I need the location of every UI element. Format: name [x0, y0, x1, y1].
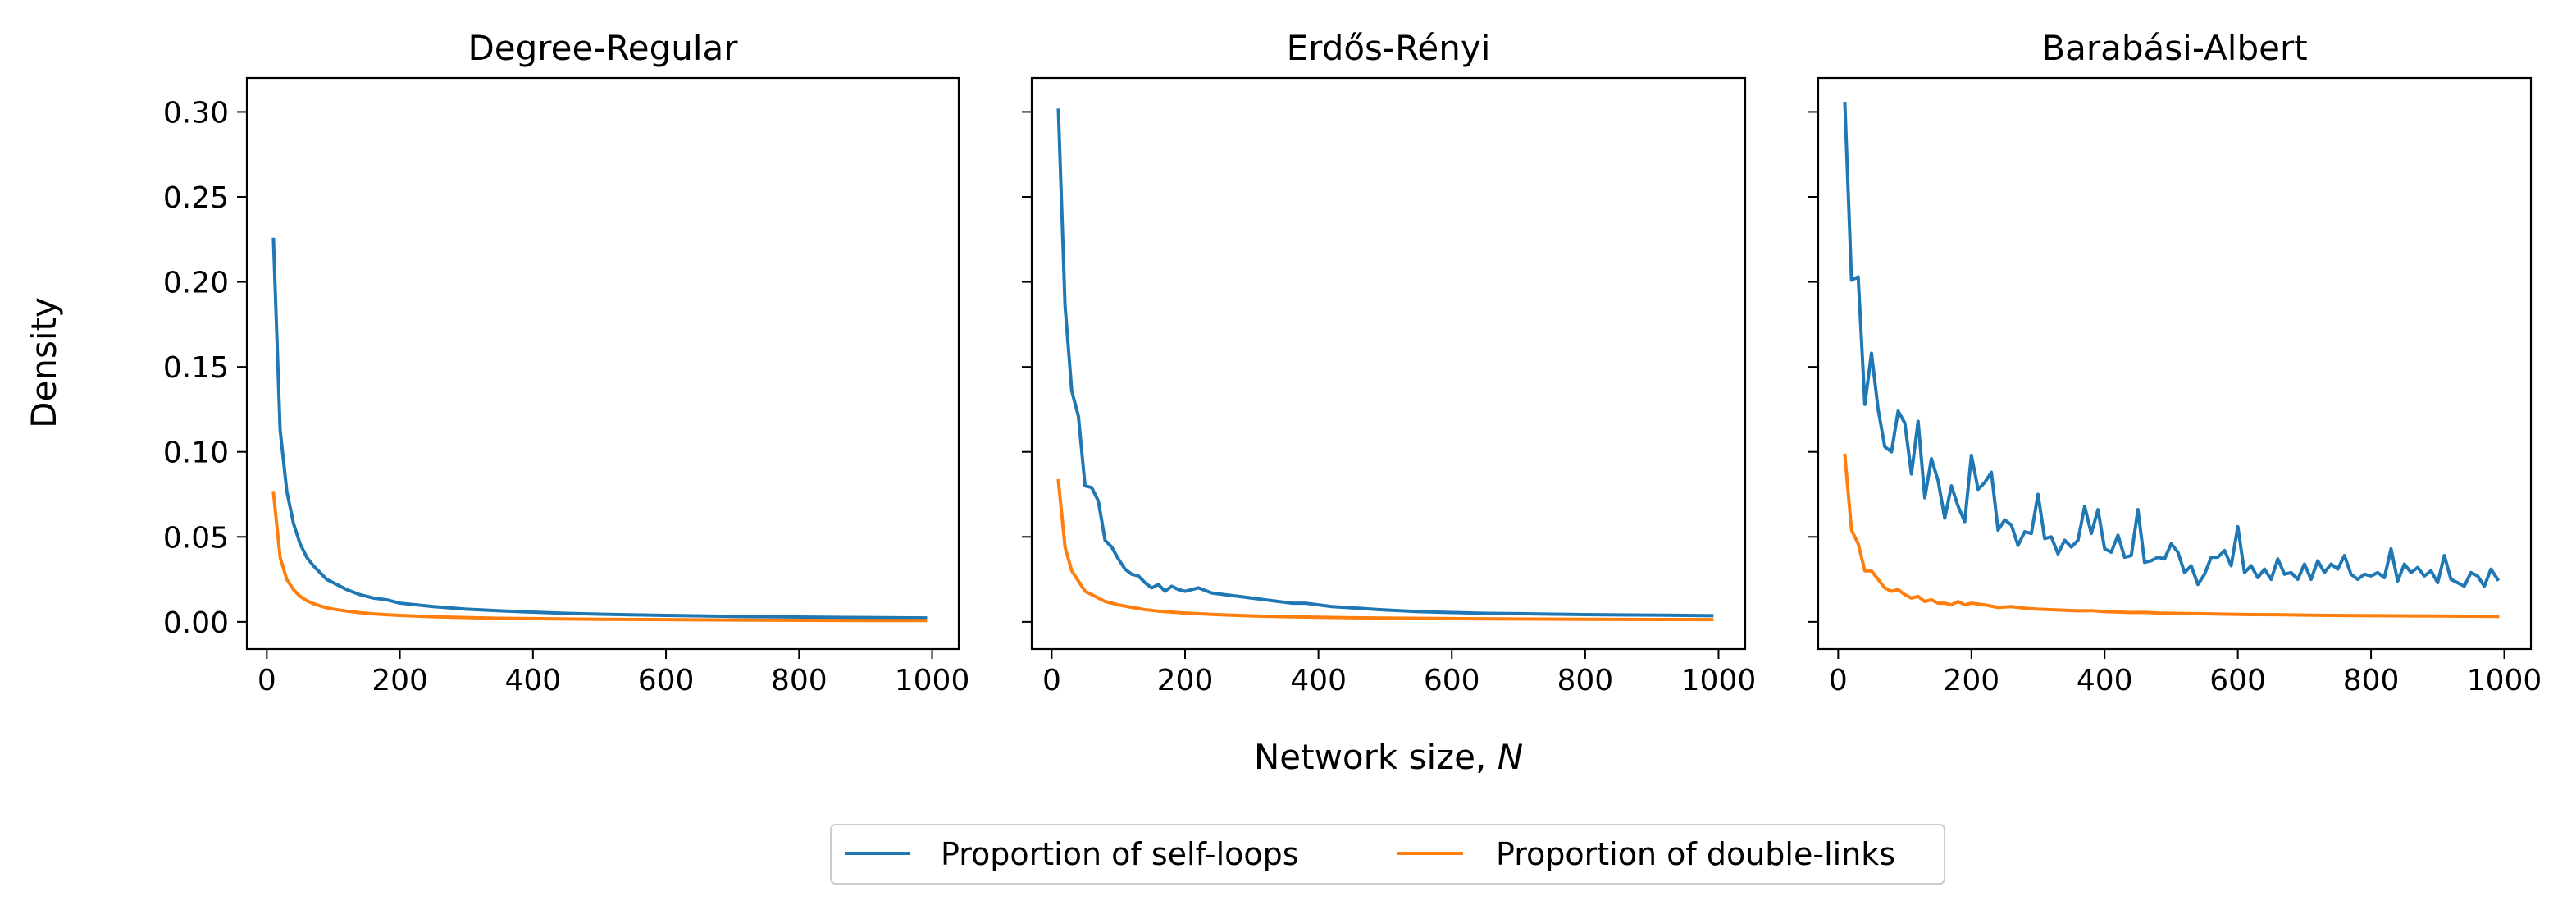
y-tick-label: 0.30: [163, 96, 229, 130]
x-tick-label: 200: [1943, 664, 1999, 697]
legend-label-double-links: Proportion of double-links: [1496, 836, 1895, 872]
panel-title: Degree-Regular: [467, 28, 738, 68]
x-tick-label: 200: [372, 664, 428, 697]
x-tick-label: 800: [771, 664, 828, 697]
series-line-double-links: [1056, 478, 1714, 622]
axes-frame: [1030, 76, 1747, 651]
y-tick-label: 0.05: [163, 521, 229, 555]
x-tick-label: 800: [2343, 664, 2400, 697]
panel-title: Erdős-Rényi: [1287, 28, 1491, 68]
series-line-double-links: [1843, 453, 2500, 619]
series-line-self-loops: [271, 237, 928, 620]
x-axis-label: Network size, N: [1254, 737, 1523, 777]
x-tick-label: 800: [1557, 664, 1614, 697]
panel-title: Barabási-Albert: [2041, 28, 2307, 68]
x-tick-label: 200: [1157, 664, 1214, 697]
x-axis-label-variable: N: [1498, 737, 1523, 777]
y-tick-label: 0.20: [163, 267, 229, 300]
legend-label-self-loops: Proportion of self-loops: [941, 836, 1299, 872]
panel-erdos-renyi: Erdős-Rényi 0 200 400 600 800 1000: [1022, 28, 1756, 697]
x-tick-label: 400: [504, 664, 561, 697]
series-line-self-loops: [1843, 101, 2501, 588]
x-tick-label: 1000: [895, 664, 970, 697]
x-tick-label: 400: [2077, 664, 2133, 697]
panels: Degree-Regular 0 200 400 600 800 1000 0.00 0.05 0…: [163, 28, 2542, 697]
x-tick-label: 0: [1829, 664, 1848, 697]
x-axis-label-text: Network size,: [1254, 737, 1498, 777]
series-line-double-links: [271, 491, 928, 623]
y-axis-label: Density: [24, 297, 64, 428]
legend-box: [830, 824, 1945, 885]
x-tick-label: 600: [2209, 664, 2266, 697]
y-tick-label: 0.25: [163, 181, 229, 215]
x-tick-label: 1000: [1681, 664, 1757, 697]
legend: Proportion of self-loops Proportion of d…: [830, 824, 1945, 885]
axes-frame: [245, 76, 960, 651]
y-tick-label: 0.10: [163, 437, 229, 470]
axes-frame: [1817, 76, 2533, 651]
x-tick-label: 400: [1290, 664, 1347, 697]
x-tick-label: 0: [258, 664, 276, 697]
y-tick-label: 0.15: [163, 351, 229, 385]
x-tick-label: 600: [638, 664, 695, 697]
panel-barabasi-albert: Barabási-Albert 0 200 400 600 800 1000: [1808, 28, 2542, 697]
series-line-self-loops: [1056, 108, 1714, 618]
x-tick-label: 1000: [2467, 664, 2542, 697]
panel-degree-regular: Degree-Regular 0 200 400 600 800 1000 0.00 0.05 0…: [163, 28, 970, 697]
x-tick-label: 0: [1042, 664, 1061, 697]
x-tick-label: 600: [1424, 664, 1480, 697]
y-tick-label: 0.00: [163, 606, 229, 640]
